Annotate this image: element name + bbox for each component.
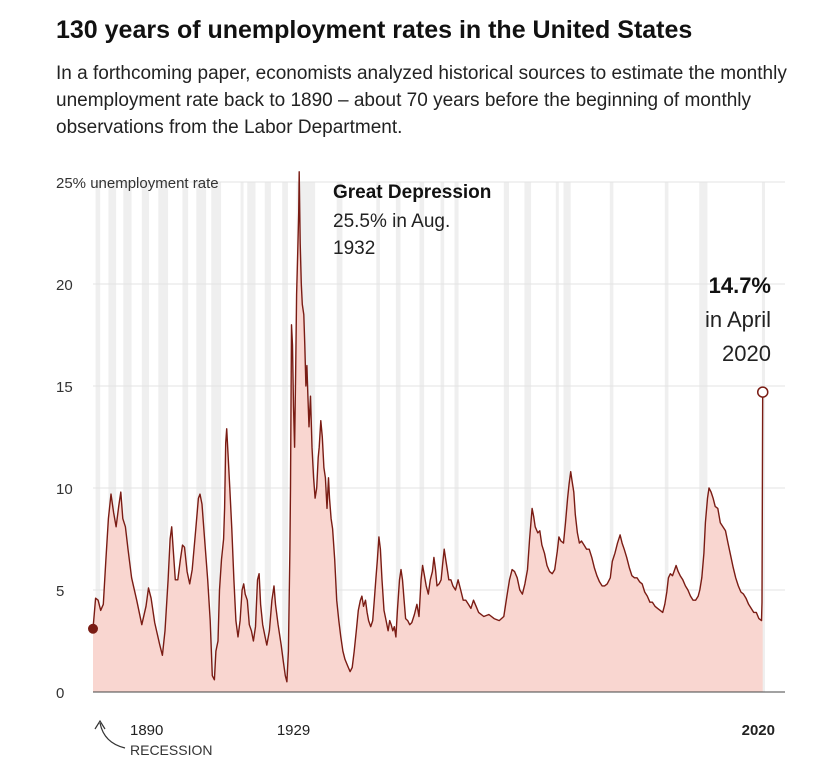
- recession-band: [609, 182, 614, 692]
- recession-band: [440, 182, 445, 692]
- annotation-line: in April: [705, 307, 771, 332]
- y-tick-label: 20: [56, 277, 73, 294]
- recession-band: [108, 182, 117, 692]
- x-tick-label: 1929: [277, 722, 310, 739]
- recession-band: [211, 182, 222, 692]
- recession-band: [182, 182, 189, 692]
- recession-band: [699, 182, 708, 692]
- recession-band: [141, 182, 150, 692]
- unemployment-chart: 0 5 10 15 20 25% unemployment rate 1890 1929 202…: [56, 171, 785, 758]
- recession-band: [761, 182, 765, 692]
- recession-band: [664, 182, 669, 692]
- recession-band: [240, 182, 244, 692]
- x-tick-label: 2020: [742, 722, 775, 739]
- start-point: [88, 623, 98, 634]
- recession-band: [336, 182, 343, 692]
- annotation-line: 25.5% in Aug.: [333, 211, 450, 232]
- recession-band: [95, 182, 101, 692]
- x-tick-label: 1890: [130, 722, 163, 739]
- recession-arrow: [99, 722, 126, 749]
- series-area: [93, 171, 763, 693]
- chart-subtitle: In a forthcoming paper, economists analy…: [56, 63, 787, 138]
- end-point: [756, 386, 769, 398]
- recession-band: [503, 182, 509, 692]
- recession-band: [158, 182, 169, 692]
- y-tick-label: 10: [56, 481, 73, 498]
- recession-band: [247, 182, 256, 692]
- y-tick-label: 15: [56, 379, 73, 396]
- recession-band: [563, 182, 571, 692]
- annotation-title: Great Depression: [333, 182, 491, 203]
- recession-band: [282, 182, 288, 692]
- annotation-title: 14.7%: [709, 273, 771, 298]
- recession-band: [454, 182, 459, 692]
- chart-title: 130 years of unemployment rates in the U…: [56, 16, 693, 44]
- recession-band: [555, 182, 559, 692]
- y-tick-label: 25% unemployment rate: [56, 175, 219, 192]
- recession-arrowhead: [94, 719, 106, 730]
- annotation-line: 2020: [722, 341, 771, 366]
- annotation-line: 1932: [333, 238, 375, 259]
- recession-band: [123, 182, 132, 692]
- recession-band: [196, 182, 207, 692]
- recession-band: [419, 182, 425, 692]
- recession-band: [524, 182, 532, 692]
- series-line: [92, 171, 764, 683]
- y-tick-label: 0: [56, 685, 64, 702]
- recession-band: [376, 182, 380, 692]
- recession-band: [264, 182, 271, 692]
- recession-band: [395, 182, 401, 692]
- y-tick-label: 5: [56, 583, 64, 600]
- recession-label: RECESSION: [130, 742, 212, 758]
